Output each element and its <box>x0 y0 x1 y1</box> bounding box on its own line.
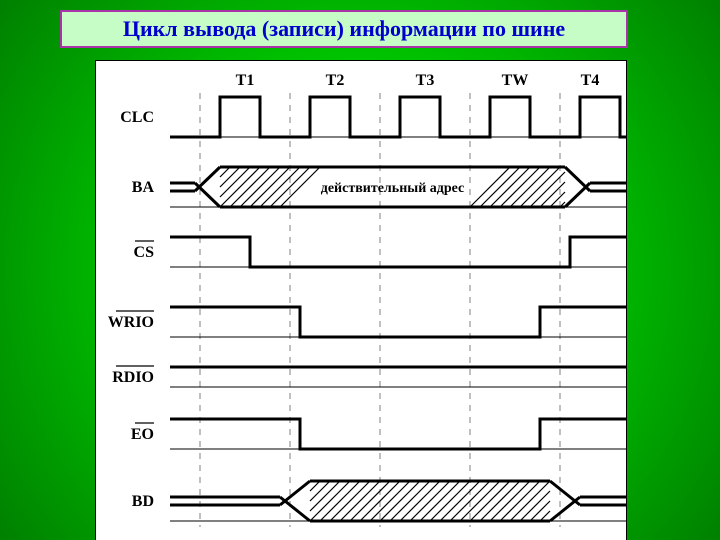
waveform-EO <box>170 419 626 449</box>
time-label: T3 <box>416 72 435 89</box>
timing-diagram: T1 T2 T3 TW T4 CLC BA действительный адрес CS WRI… <box>95 60 627 540</box>
waveform-CLC <box>170 97 626 137</box>
bus-x <box>195 167 220 191</box>
hatch <box>310 481 550 521</box>
page-title-text: Цикл вывода (записи) информации по шине <box>123 16 565 41</box>
time-label: T4 <box>581 72 600 89</box>
waveform-WRIO <box>170 307 626 337</box>
signal-label-CS: CS <box>134 244 155 261</box>
bus-x <box>280 481 310 505</box>
bus-label-BA: действительный адрес <box>321 181 464 196</box>
signal-label-CLC: CLC <box>120 109 154 126</box>
page-root: Цикл вывода (записи) информации по шине … <box>0 0 720 540</box>
waveform-CS <box>170 237 626 267</box>
signal-label-EO: EO <box>131 426 154 443</box>
signal-label-BA: BA <box>132 179 155 196</box>
time-label: T2 <box>326 72 345 89</box>
time-label: TW <box>502 72 529 89</box>
signal-label-RDIO: RDIO <box>112 369 154 386</box>
signal-label-BD: BD <box>132 493 154 510</box>
bus-x <box>550 497 580 521</box>
bus-x <box>565 183 590 207</box>
time-label: T1 <box>236 72 255 89</box>
page-title: Цикл вывода (записи) информации по шине <box>60 10 628 48</box>
signal-label-WRIO: WRIO <box>108 314 154 331</box>
